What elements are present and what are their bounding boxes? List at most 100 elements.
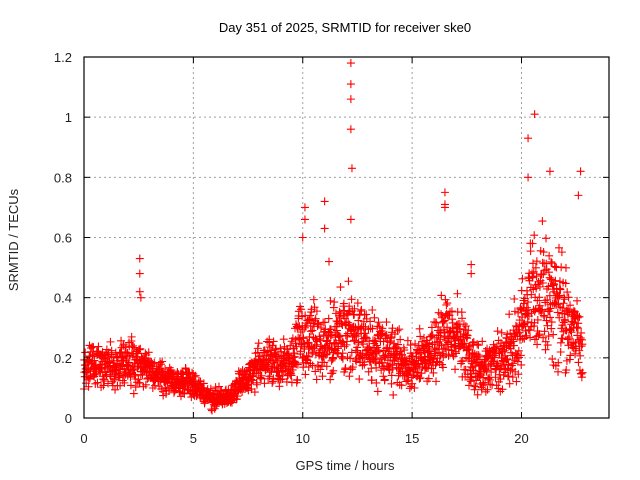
data-point xyxy=(134,375,143,384)
data-point xyxy=(322,350,331,359)
data-point xyxy=(372,363,381,372)
data-point xyxy=(506,366,515,375)
data-point xyxy=(564,293,573,302)
data-point xyxy=(543,295,552,304)
data-point xyxy=(312,375,321,384)
data-point xyxy=(518,274,527,283)
data-point xyxy=(333,317,342,326)
data-point xyxy=(343,309,352,318)
data-point xyxy=(366,317,375,326)
data-point xyxy=(322,362,331,371)
data-point xyxy=(131,383,140,392)
data-point xyxy=(440,188,449,197)
data-point xyxy=(459,320,468,329)
data-point xyxy=(326,325,335,334)
data-point xyxy=(515,353,524,362)
data-point xyxy=(486,380,495,389)
y-tick-label: 1.2 xyxy=(54,50,72,65)
data-point xyxy=(464,326,473,335)
data-point xyxy=(89,343,98,352)
data-point xyxy=(338,354,347,363)
data-point xyxy=(469,356,478,365)
data-point xyxy=(257,371,266,380)
data-point xyxy=(411,339,420,348)
data-point xyxy=(334,333,343,342)
data-point xyxy=(434,323,443,332)
data-point xyxy=(300,215,309,224)
data-point xyxy=(403,336,412,345)
data-point xyxy=(302,351,311,360)
data-point xyxy=(144,348,153,357)
data-point xyxy=(442,300,451,309)
data-point xyxy=(309,295,318,304)
data-point xyxy=(379,372,388,381)
data-point xyxy=(557,248,566,257)
data-point xyxy=(300,323,309,332)
data-point xyxy=(528,239,537,248)
x-tick-label: 15 xyxy=(405,431,419,446)
data-point xyxy=(397,381,406,390)
data-point xyxy=(513,357,522,366)
data-point xyxy=(141,349,150,358)
data-point xyxy=(388,324,397,333)
data-point xyxy=(510,295,519,304)
data-point xyxy=(473,340,482,349)
data-point xyxy=(301,370,310,379)
data-point xyxy=(394,340,403,349)
data-point xyxy=(417,369,426,378)
data-point xyxy=(372,378,381,387)
data-point xyxy=(461,322,470,331)
data-point xyxy=(467,260,476,269)
data-point xyxy=(312,340,321,349)
data-point xyxy=(238,388,247,397)
data-point xyxy=(565,324,574,333)
data-point xyxy=(566,301,575,310)
data-point xyxy=(440,316,449,325)
data-point xyxy=(120,378,129,387)
data-point xyxy=(461,365,470,374)
data-point xyxy=(361,333,370,342)
data-point xyxy=(443,299,452,308)
data-point xyxy=(547,275,556,284)
data-point xyxy=(448,318,457,327)
data-point xyxy=(292,342,301,351)
x-axis-label: GPS time / hours xyxy=(296,458,395,473)
data-point xyxy=(535,293,544,302)
data-point xyxy=(127,332,136,341)
data-point xyxy=(463,331,472,340)
data-point xyxy=(330,298,339,307)
data-point xyxy=(304,363,313,372)
data-point xyxy=(410,383,419,392)
y-tick-label: 0.6 xyxy=(54,231,72,246)
data-point xyxy=(515,328,524,337)
data-point xyxy=(353,299,362,308)
data-point xyxy=(547,318,556,327)
data-point xyxy=(544,282,553,291)
data-point xyxy=(571,349,580,358)
data-point xyxy=(298,233,307,242)
data-point xyxy=(133,349,142,358)
data-point xyxy=(563,288,572,297)
data-point xyxy=(276,344,285,353)
data-point xyxy=(539,333,548,342)
data-point xyxy=(565,334,574,343)
data-point xyxy=(393,326,402,335)
data-point xyxy=(408,379,417,388)
data-point xyxy=(576,167,585,176)
data-point xyxy=(546,313,555,322)
data-point xyxy=(373,387,382,396)
data-point xyxy=(567,328,576,337)
data-point xyxy=(524,134,533,143)
data-point xyxy=(367,376,376,385)
data-point xyxy=(532,272,541,281)
data-point xyxy=(346,95,355,104)
data-point xyxy=(158,357,167,366)
data-point xyxy=(546,304,555,313)
data-point xyxy=(554,358,563,367)
data-point xyxy=(96,367,105,376)
data-point xyxy=(178,389,187,398)
data-point xyxy=(371,357,380,366)
data-point xyxy=(525,326,534,335)
data-point xyxy=(136,293,145,302)
